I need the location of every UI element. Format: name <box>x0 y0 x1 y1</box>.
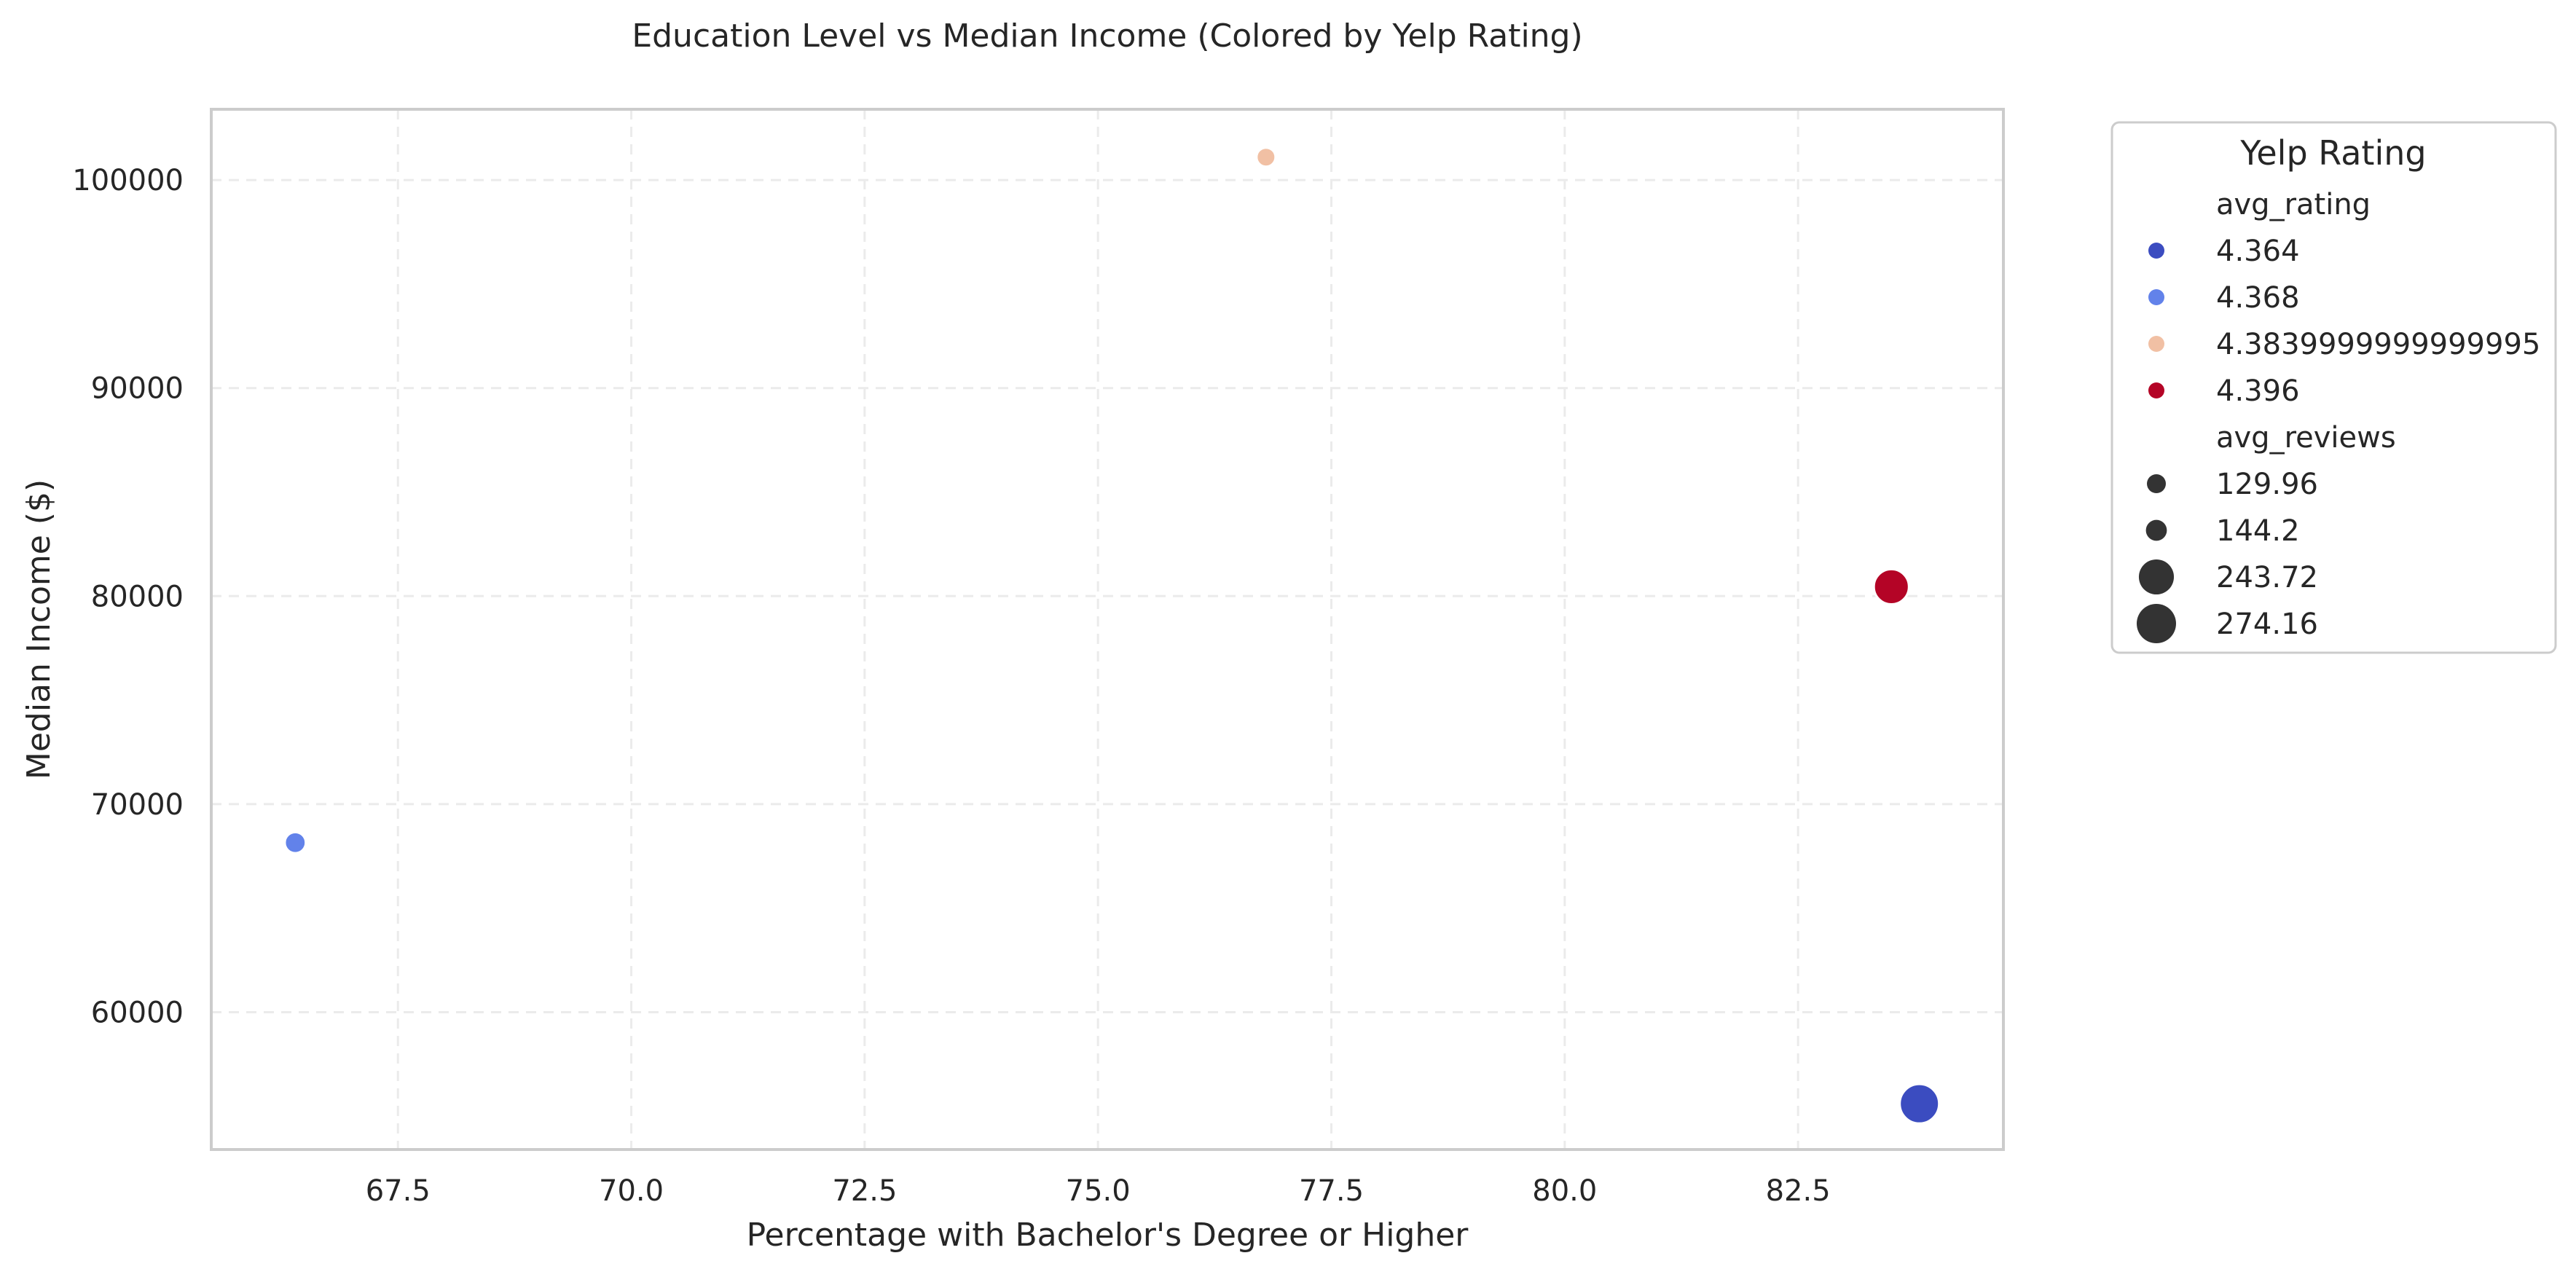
data-points <box>283 146 1941 1125</box>
plot-frame <box>210 108 2005 1151</box>
y-axis-label: Median Income ($) <box>20 479 58 779</box>
y-tick-label: 90000 <box>91 372 184 406</box>
x-tick-label: 72.5 <box>832 1174 897 1208</box>
data-point <box>1872 567 1910 605</box>
legend-items: avg_rating 4.364 4.368 4.3839999999999995 4.… <box>2137 188 2540 643</box>
x-tick-label: 75.0 <box>1066 1174 1131 1208</box>
x-tick-label: 67.5 <box>366 1174 431 1208</box>
x-tick-label: 82.5 <box>1766 1174 1831 1208</box>
legend-hue-label: 4.396 <box>2216 374 2300 408</box>
x-axis-label: Percentage with Bachelor's Degree or Hig… <box>747 1217 1469 1254</box>
legend-size-marker <box>2145 519 2167 541</box>
legend-hue-title: avg_rating <box>2216 188 2371 221</box>
data-point <box>283 830 307 854</box>
legend: Yelp Rating avg_rating 4.364 4.368 4.383999… <box>2110 121 2557 654</box>
grid-lines <box>211 109 2003 1150</box>
y-tick-label: 70000 <box>91 788 184 822</box>
legend-hue-label: 4.3839999999999995 <box>2216 328 2540 361</box>
x-tick-label: 70.0 <box>599 1174 664 1208</box>
legend-size-marker <box>2147 474 2166 493</box>
legend-box <box>2110 121 2557 654</box>
legend-hue-label: 4.364 <box>2216 235 2300 268</box>
y-tick-label: 80000 <box>91 580 184 613</box>
x-tick-label: 77.5 <box>1299 1174 1364 1208</box>
legend-hue-marker <box>2148 382 2164 398</box>
legend-size-label: 243.72 <box>2216 561 2318 594</box>
chart-title: Education Level vs Median Income (Colore… <box>632 17 1582 55</box>
x-tick-label: 80.0 <box>1532 1174 1597 1208</box>
legend-size-label: 274.16 <box>2216 608 2318 641</box>
legend-hue-label: 4.368 <box>2216 281 2300 315</box>
legend-size-marker <box>2137 604 2176 643</box>
legend-size-label: 144.2 <box>2216 514 2300 548</box>
y-tick-label: 100000 <box>72 164 184 197</box>
y-tick-labels: 60000 70000 80000 90000 100000 <box>72 164 184 1029</box>
data-point <box>1898 1082 1941 1125</box>
legend-hue-marker <box>2148 336 2164 352</box>
data-point <box>1255 146 1277 168</box>
legend-size-title: avg_reviews <box>2216 421 2396 455</box>
legend-size-label: 129.96 <box>2216 468 2318 501</box>
legend-title: Yelp Rating <box>2239 133 2426 173</box>
y-tick-label: 60000 <box>91 997 184 1030</box>
legend-hue-marker <box>2148 289 2164 305</box>
legend-hue-marker <box>2148 243 2164 259</box>
legend-size-marker <box>2138 559 2175 595</box>
x-tick-labels: 67.5 70.0 72.5 75.0 77.5 80.0 82.5 <box>366 1174 1831 1208</box>
